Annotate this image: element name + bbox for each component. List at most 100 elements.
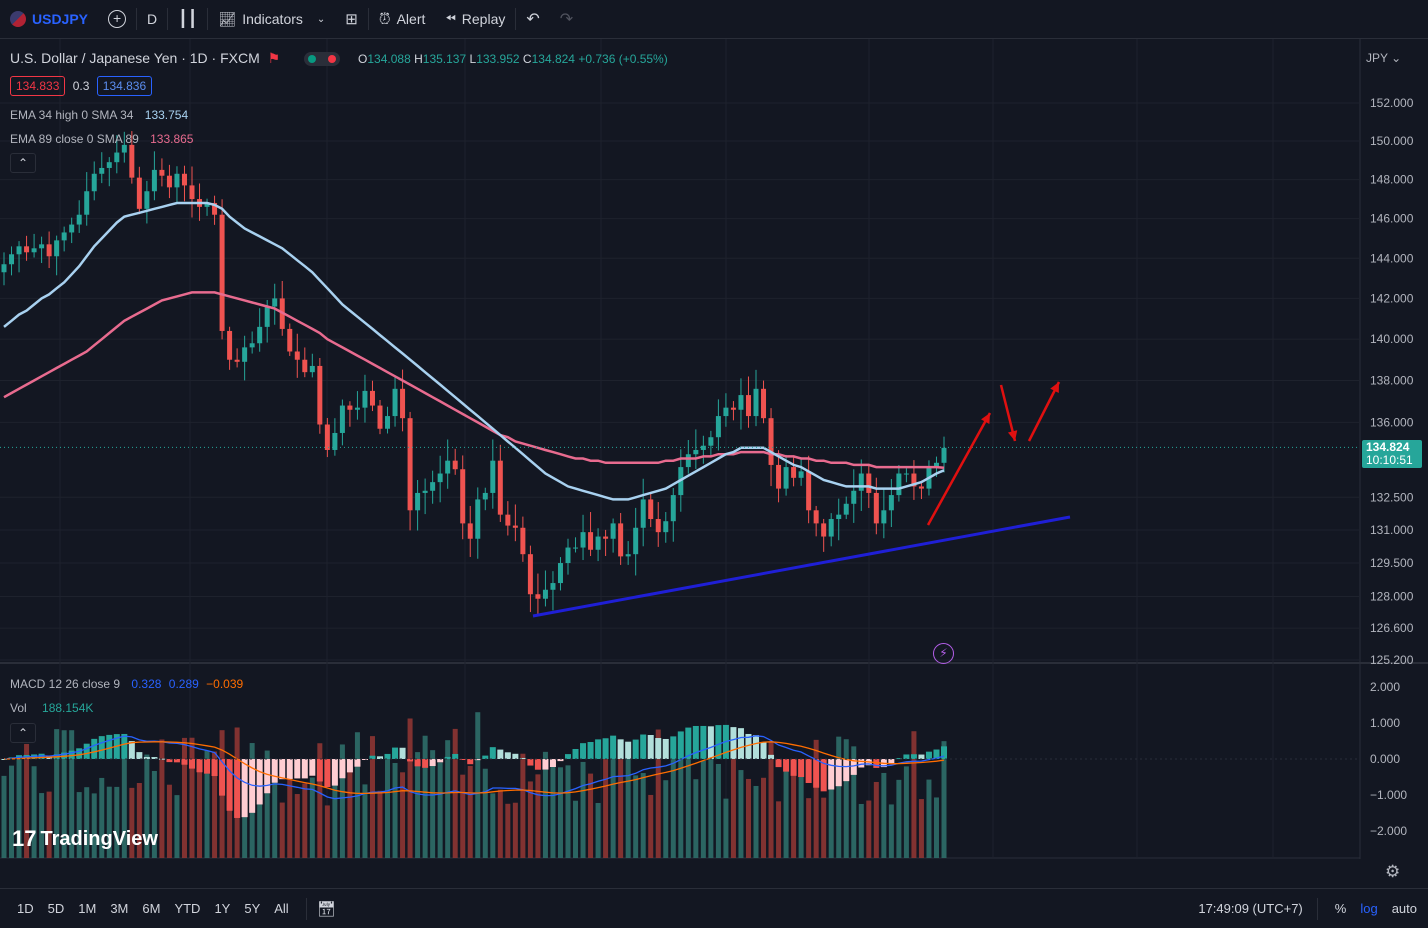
candle[interactable]	[166, 175, 172, 188]
candle[interactable]	[39, 244, 45, 249]
candle[interactable]	[369, 390, 375, 406]
candle[interactable]	[460, 469, 466, 524]
candle[interactable]	[685, 454, 691, 468]
market-status-toggle[interactable]	[304, 52, 341, 67]
candle[interactable]	[31, 248, 37, 253]
candle[interactable]	[700, 445, 706, 450]
candle[interactable]	[91, 173, 97, 192]
candle[interactable]	[565, 547, 571, 564]
candle[interactable]	[445, 460, 451, 474]
candle[interactable]	[114, 152, 120, 163]
candle[interactable]	[730, 407, 736, 410]
ema89-legend[interactable]: EMA 89 close 0 SMA 89 133.865	[10, 132, 193, 146]
symbol-search-button[interactable]: USDJPY	[0, 0, 98, 38]
candle[interactable]	[761, 388, 767, 419]
candle[interactable]	[54, 240, 60, 257]
candle[interactable]	[84, 191, 90, 215]
candle[interactable]	[753, 388, 759, 417]
collapse-legend-button[interactable]: ⌃	[10, 153, 36, 173]
candle[interactable]	[227, 330, 233, 360]
candle[interactable]	[851, 490, 857, 504]
candle[interactable]	[843, 503, 849, 515]
candle[interactable]	[512, 525, 518, 528]
range-button-6m[interactable]: 6M	[142, 901, 161, 916]
sell-button[interactable]: 134.833	[10, 76, 66, 96]
candle[interactable]	[903, 473, 909, 475]
candle[interactable]	[264, 306, 270, 327]
redo-button[interactable]: ↷	[550, 0, 583, 38]
candle[interactable]	[806, 471, 812, 511]
range-button-5d[interactable]: 5D	[47, 901, 65, 916]
candle[interactable]	[257, 326, 263, 344]
candle[interactable]	[347, 405, 353, 410]
candle[interactable]	[377, 405, 383, 429]
candle[interactable]	[159, 169, 165, 176]
candle[interactable]	[723, 407, 729, 417]
tradingview-logo[interactable]: 17 TradingView	[12, 826, 158, 852]
candle[interactable]	[625, 554, 631, 557]
candle[interactable]	[670, 495, 676, 522]
candle[interactable]	[452, 460, 458, 470]
auto-scale-toggle[interactable]: auto	[1391, 901, 1417, 916]
range-button-1m[interactable]: 1M	[78, 901, 97, 916]
candle[interactable]	[430, 482, 436, 491]
range-button-all[interactable]: All	[274, 901, 289, 916]
candle[interactable]	[362, 390, 368, 408]
candle[interactable]	[595, 536, 601, 550]
candle[interactable]	[317, 365, 323, 425]
candle[interactable]	[151, 169, 157, 192]
candle[interactable]	[588, 532, 594, 550]
chart-pane[interactable]: OctNovDec2023FebMarAprMayJunJul152.00015…	[0, 39, 1428, 859]
trendline[interactable]	[532, 515, 1071, 618]
candle[interactable]	[798, 471, 804, 478]
candle[interactable]	[121, 144, 127, 153]
candle[interactable]	[527, 554, 533, 595]
compare-button[interactable]: +	[98, 0, 136, 38]
candle[interactable]	[129, 144, 135, 178]
candle[interactable]	[911, 473, 917, 487]
replay-button[interactable]: ⏪︎ Replay	[435, 0, 515, 38]
candle[interactable]	[9, 254, 15, 265]
candle[interactable]	[573, 547, 579, 549]
candle[interactable]	[287, 328, 293, 352]
arrow-up-1[interactable]	[926, 412, 992, 526]
candle[interactable]	[16, 246, 22, 255]
candle[interactable]	[144, 191, 150, 209]
settings-gear-icon[interactable]: ⚙︎	[1385, 862, 1401, 881]
candle[interactable]	[181, 173, 187, 186]
lightning-icon[interactable]: ⚡︎	[933, 643, 954, 664]
ema89-line[interactable]	[3, 291, 945, 470]
candle[interactable]	[918, 486, 924, 489]
candle[interactable]	[294, 351, 300, 360]
candle[interactable]	[234, 359, 240, 362]
candle[interactable]	[557, 563, 563, 584]
candle[interactable]	[618, 523, 624, 557]
candle[interactable]	[106, 162, 112, 168]
arrow-up-2[interactable]	[1027, 381, 1061, 442]
candle[interactable]	[76, 214, 82, 225]
candle[interactable]	[204, 202, 210, 207]
candle[interactable]	[467, 523, 473, 539]
candle[interactable]	[550, 583, 556, 590]
candle[interactable]	[941, 447, 947, 463]
ema34-legend[interactable]: EMA 34 high 0 SMA 34 133.754	[10, 108, 188, 122]
candle[interactable]	[354, 407, 360, 410]
candle[interactable]	[836, 514, 842, 520]
candle[interactable]	[302, 359, 308, 373]
candle[interactable]	[1, 264, 7, 273]
candle[interactable]	[422, 490, 428, 493]
candle[interactable]	[520, 527, 526, 555]
candle[interactable]	[61, 232, 67, 241]
candle[interactable]	[663, 521, 669, 533]
candle[interactable]	[272, 298, 278, 307]
goto-date-icon[interactable]: 📅︎	[316, 900, 336, 918]
candle[interactable]	[212, 202, 218, 215]
candle[interactable]	[708, 437, 714, 446]
candle[interactable]	[715, 416, 721, 438]
chart-type-button[interactable]: ┃┃	[168, 0, 207, 38]
candle[interactable]	[415, 492, 421, 511]
candle[interactable]	[738, 395, 744, 410]
candle[interactable]	[505, 514, 511, 526]
candle[interactable]	[580, 532, 586, 548]
alert-button[interactable]: ⏰︎ Alert	[369, 0, 436, 38]
